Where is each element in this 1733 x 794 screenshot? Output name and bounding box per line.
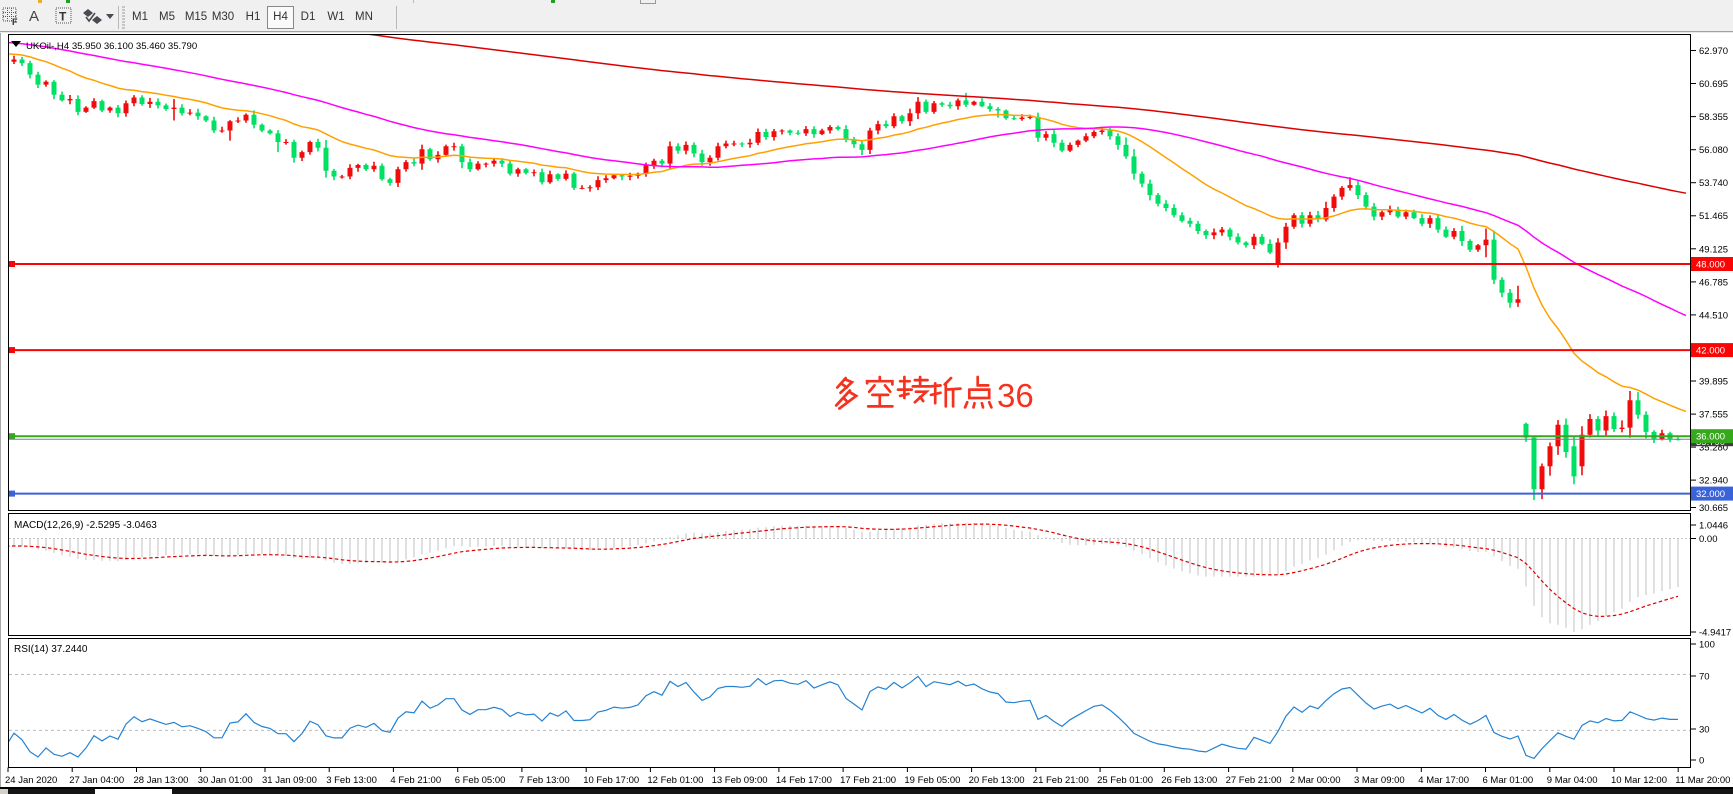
svg-text:7 Feb 13:00: 7 Feb 13:00	[519, 775, 570, 786]
svg-text:MACD(12,26,9) -2.5295 -3.0463: MACD(12,26,9) -2.5295 -3.0463	[14, 520, 157, 531]
svg-text:9 Mar 04:00: 9 Mar 04:00	[1547, 775, 1598, 786]
svg-text:20 Feb 13:00: 20 Feb 13:00	[969, 775, 1025, 786]
svg-text:42.000: 42.000	[1696, 346, 1725, 357]
svg-text:3 Mar 09:00: 3 Mar 09:00	[1354, 775, 1405, 786]
svg-text:60.695: 60.695	[1699, 79, 1728, 90]
svg-text:F: F	[12, 17, 18, 27]
svg-text:62.970: 62.970	[1699, 46, 1728, 57]
svg-text:26 Feb 13:00: 26 Feb 13:00	[1161, 775, 1217, 786]
svg-text:17 Feb 21:00: 17 Feb 21:00	[840, 775, 896, 786]
svg-text:46.785: 46.785	[1699, 277, 1728, 288]
svg-text:39.895: 39.895	[1699, 377, 1728, 388]
svg-text:51.465: 51.465	[1699, 211, 1728, 222]
svg-text:3 Feb 13:00: 3 Feb 13:00	[326, 775, 377, 786]
svg-text:19 Feb 05:00: 19 Feb 05:00	[904, 775, 960, 786]
svg-text:30: 30	[1699, 725, 1710, 736]
svg-text:24 Jan 2020: 24 Jan 2020	[5, 775, 57, 786]
svg-text:2 Mar 00:00: 2 Mar 00:00	[1290, 775, 1341, 786]
svg-text:A: A	[29, 8, 39, 25]
svg-text:70: 70	[1699, 672, 1710, 683]
svg-text:30 Jan 01:00: 30 Jan 01:00	[198, 775, 253, 786]
svg-text:1.0446: 1.0446	[1699, 521, 1728, 532]
svg-text:58.355: 58.355	[1699, 112, 1728, 123]
svg-text:21 Feb 21:00: 21 Feb 21:00	[1033, 775, 1089, 786]
svg-text:UKOil-,H4 35.950 36.100 35.460: UKOil-,H4 35.950 36.100 35.460 35.790	[26, 41, 197, 52]
svg-text:RSI(14) 37.2440: RSI(14) 37.2440	[14, 644, 88, 655]
svg-text:44.510: 44.510	[1699, 310, 1728, 321]
svg-text:6 Mar 01:00: 6 Mar 01:00	[1483, 775, 1534, 786]
svg-text:27 Jan 04:00: 27 Jan 04:00	[69, 775, 124, 786]
svg-text:10 Mar 12:00: 10 Mar 12:00	[1611, 775, 1667, 786]
svg-text:11 Mar 20:00: 11 Mar 20:00	[1675, 775, 1730, 786]
svg-text:36: 36	[997, 377, 1034, 414]
svg-text:31 Jan 09:00: 31 Jan 09:00	[262, 775, 317, 786]
svg-text:36.000: 36.000	[1696, 432, 1725, 443]
svg-text:32.000: 32.000	[1696, 489, 1725, 500]
svg-text:10 Feb 17:00: 10 Feb 17:00	[583, 775, 639, 786]
svg-text:49.125: 49.125	[1699, 244, 1728, 255]
svg-text:32.940: 32.940	[1699, 476, 1728, 487]
svg-text:0: 0	[1699, 756, 1704, 767]
svg-text:14 Feb 17:00: 14 Feb 17:00	[776, 775, 832, 786]
svg-text:37.555: 37.555	[1699, 410, 1728, 421]
svg-text:0.00: 0.00	[1699, 534, 1718, 545]
svg-text:4 Mar 17:00: 4 Mar 17:00	[1418, 775, 1469, 786]
svg-text:12 Feb 01:00: 12 Feb 01:00	[647, 775, 703, 786]
svg-text:53.740: 53.740	[1699, 178, 1728, 189]
svg-text:28 Jan 13:00: 28 Jan 13:00	[134, 775, 189, 786]
svg-text:T: T	[59, 10, 67, 24]
svg-text:-4.9417: -4.9417	[1699, 628, 1731, 639]
svg-text:56.080: 56.080	[1699, 145, 1728, 156]
svg-text:13 Feb 09:00: 13 Feb 09:00	[712, 775, 768, 786]
svg-text:35.280: 35.280	[1699, 443, 1728, 454]
svg-text:30.665: 30.665	[1699, 503, 1728, 514]
svg-text:6 Feb 05:00: 6 Feb 05:00	[455, 775, 506, 786]
svg-text:25 Feb 01:00: 25 Feb 01:00	[1097, 775, 1153, 786]
svg-text:4 Feb 21:00: 4 Feb 21:00	[390, 775, 441, 786]
svg-text:100: 100	[1699, 640, 1715, 651]
svg-text:27 Feb 21:00: 27 Feb 21:00	[1226, 775, 1282, 786]
svg-text:48.000: 48.000	[1696, 260, 1725, 271]
